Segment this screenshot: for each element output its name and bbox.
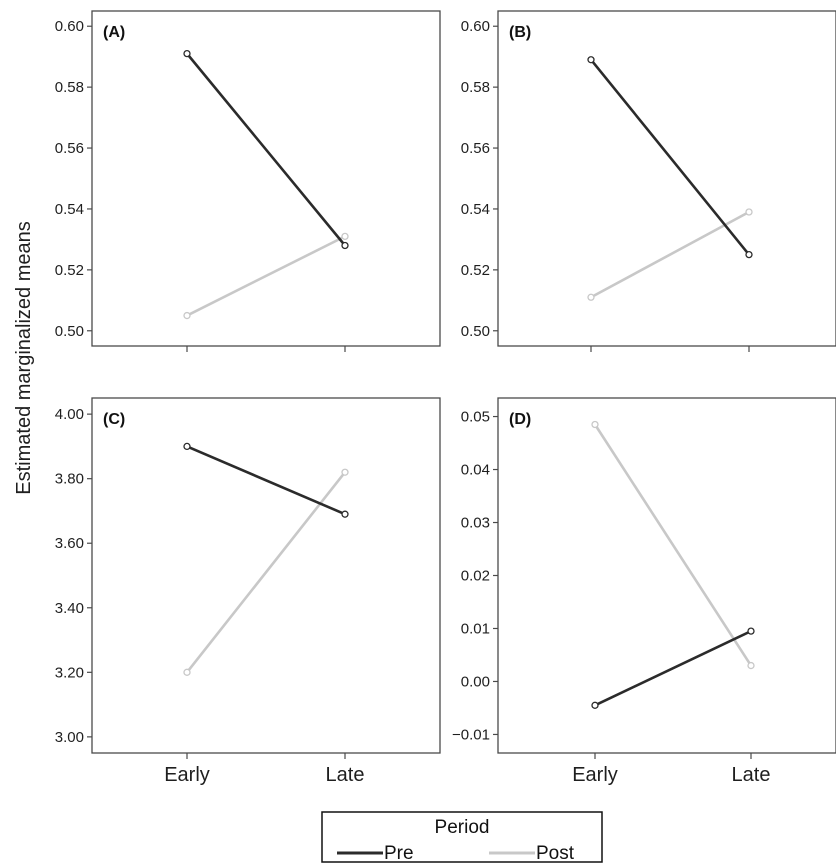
series-line-post — [589, 210, 751, 299]
data-point-pre — [341, 510, 349, 518]
x-tick-label: Late — [732, 764, 771, 786]
series-line-pre — [593, 629, 753, 707]
data-point-pre — [587, 56, 595, 64]
legend-title: Period — [435, 817, 490, 838]
y-tick-label: 0.01 — [461, 620, 490, 637]
y-tick-label: 0.54 — [55, 201, 84, 218]
panel-4: −0.01 0.00 0.01 0.02 0.03 0.04 0.05 Early Late (D… — [452, 397, 836, 786]
y-tick-label: 3.40 — [55, 600, 84, 617]
data-point-pre — [747, 627, 755, 635]
y-tick-label: 0.56 — [461, 140, 490, 157]
data-point-post — [183, 668, 191, 676]
panel-label: (D) — [509, 411, 531, 428]
y-tick-label: 0.60 — [461, 18, 490, 35]
data-point-post — [745, 208, 753, 216]
data-point-pre — [183, 442, 191, 451]
panel-frame — [91, 397, 441, 754]
series-line-post — [593, 423, 753, 667]
y-tick-label: 0.03 — [461, 515, 490, 532]
series-line-pre — [589, 58, 751, 256]
y-tick-label: −0.01 — [452, 726, 490, 743]
series-line-pre — [185, 52, 347, 247]
y-tick-label: 0.54 — [461, 201, 490, 218]
y-tick-label: 3.20 — [55, 664, 84, 681]
y-tick-label: 0.58 — [55, 79, 84, 96]
y-tick-label: 0.60 — [55, 18, 84, 35]
y-tick-label: 3.80 — [55, 471, 84, 488]
data-point-pre — [183, 49, 191, 58]
panel-label: (A) — [103, 24, 125, 41]
y-tick-label: 0.50 — [55, 323, 84, 340]
x-tick-label: Late — [326, 764, 365, 786]
panel-frame — [91, 10, 441, 347]
y-tick-label: 3.00 — [55, 729, 84, 746]
panel-frame — [497, 397, 836, 754]
y-tick-label: 0.00 — [461, 673, 490, 690]
x-tick-label: Early — [164, 764, 210, 786]
data-point-post — [341, 468, 349, 476]
y-axis-label: Estimated marginalized means — [13, 221, 35, 494]
y-tick-label: 0.50 — [461, 323, 490, 340]
y-tick-label: 0.52 — [461, 262, 490, 279]
y-tick-label: 0.02 — [461, 568, 490, 585]
panel-3: 3.00 3.20 3.40 3.60 3.80 4.00 Early Late (C) — [55, 397, 441, 786]
y-tick-label: 4.00 — [55, 406, 84, 423]
panel-label: (B) — [509, 24, 531, 41]
panel-2: 0.50 0.52 0.54 0.56 0.58 0.60 (B) — [461, 10, 836, 352]
data-point-post — [747, 661, 755, 670]
data-point-pre — [591, 701, 599, 709]
series-line-post — [185, 470, 347, 674]
data-point-post — [341, 232, 349, 241]
legend-label-pre: Pre — [384, 843, 414, 864]
data-point-post — [587, 293, 595, 301]
legend: Period Pre Post — [321, 811, 603, 864]
series-line-post — [185, 235, 347, 317]
panel-frame — [497, 10, 836, 347]
y-tick-label: 0.56 — [55, 140, 84, 157]
data-point-pre — [341, 241, 349, 250]
y-tick-label: 3.60 — [55, 535, 84, 552]
data-point-pre — [745, 250, 753, 259]
panel-1: 0.50 0.52 0.54 0.56 0.58 0.60 (A) — [55, 10, 441, 352]
y-tick-label: 0.04 — [461, 462, 490, 479]
data-point-post — [183, 311, 191, 320]
y-tick-label: 0.05 — [461, 409, 490, 426]
y-tick-label: 0.52 — [55, 262, 84, 279]
x-tick-label: Early — [572, 764, 618, 786]
data-point-post — [591, 420, 599, 429]
y-tick-label: 0.58 — [461, 79, 490, 96]
chart-panels: 0.500.520.540.560.580.60 (A)0.500.520.540… — [55, 10, 836, 786]
series-line-pre — [185, 445, 347, 516]
legend-label-post: Post — [536, 843, 575, 864]
panel-label: (C) — [103, 411, 125, 428]
